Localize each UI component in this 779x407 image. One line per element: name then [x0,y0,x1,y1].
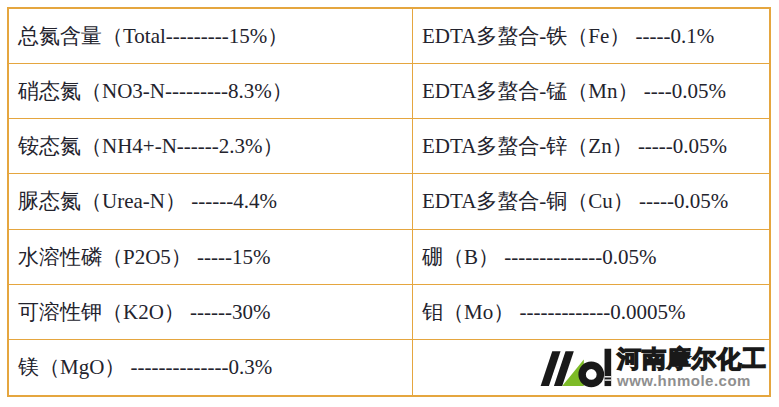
cell-boron: 硼（B） --------------0.05% [413,230,769,285]
company-logo: 河南摩尔化工 www.hnmole.com [534,342,767,392]
company-website: www.hnmole.com [617,373,767,389]
cell-urea-nitrogen: 脲态氮（Urea-N） ------4.4% [9,174,413,229]
cell-brand-logo: 河南摩尔化工 www.hnmole.com [413,340,769,395]
cell-phosphorus: 水溶性磷（P2O5） -----15% [9,230,413,285]
cell-nitrate-nitrogen: 硝态氮（NO3-N---------8.3%） [9,64,413,119]
cell-magnesium: 镁（MgO） --------------0.3% [9,340,413,395]
mol-logo-icon [534,342,612,392]
company-name: 河南摩尔化工 [617,346,767,371]
cell-potassium: 可溶性钾（K2O） ------30% [9,285,413,340]
cell-edta-zn: EDTA多螯合-锌（Zn） -----0.05% [413,119,769,174]
logo-text-block: 河南摩尔化工 www.hnmole.com [617,346,767,388]
cell-molybdenum: 钼（Mo） -------------0.0005% [413,285,769,340]
cell-total-nitrogen: 总氮含量（Total---------15%） [9,9,413,64]
cell-edta-fe: EDTA多螯合-铁（Fe） -----0.1% [413,9,769,64]
fertilizer-spec-table: 总氮含量（Total---------15%） EDTA多螯合-铁（Fe） --… [7,7,771,397]
cell-edta-cu: EDTA多螯合-铜（Cu） -----0.05% [413,174,769,229]
cell-ammonium-nitrogen: 铵态氮（NH4+-N------2.3%） [9,119,413,174]
cell-edta-mn: EDTA多螯合-锰（Mn） ----0.05% [413,64,769,119]
